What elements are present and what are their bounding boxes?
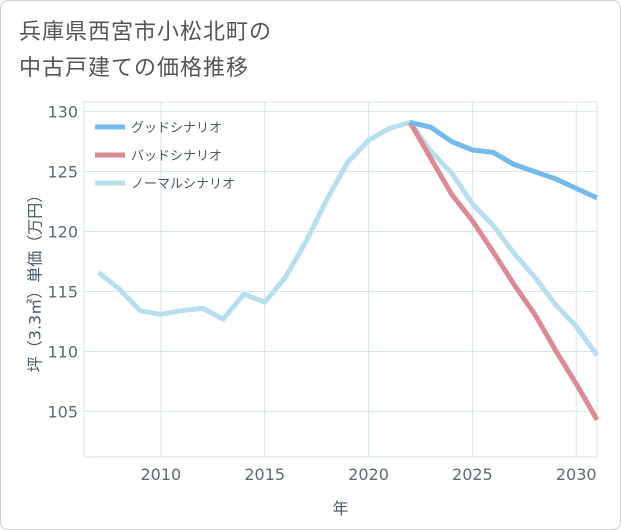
series-line-bad xyxy=(407,121,600,422)
chart-title-line-2: 中古戸建ての価格推移 xyxy=(19,56,250,81)
plot-area-border xyxy=(83,101,598,458)
y-tick-label: 125 xyxy=(47,163,78,182)
legend-item-bad[interactable]: バッドシナリオ xyxy=(95,149,222,164)
x-tick-label: 2020 xyxy=(348,465,389,484)
axis-frame xyxy=(83,101,598,458)
y-tick-label: 120 xyxy=(47,223,78,242)
chart-title-line-1: 兵庫県西宮市小松北町の xyxy=(19,20,273,45)
legend-label-normal: ノーマルシナリオ xyxy=(131,177,235,192)
series-lines xyxy=(96,119,600,422)
x-tick-label: 2015 xyxy=(244,465,285,484)
x-tick-label: 2030 xyxy=(556,465,597,484)
legend-label-bad: バッドシナリオ xyxy=(131,149,222,164)
chart-title: 兵庫県西宮市小松北町の 中古戸建ての価格推移 xyxy=(19,15,272,87)
x-axis-title: 年 xyxy=(332,499,348,518)
legend-label-good: グッドシナリオ xyxy=(131,121,222,136)
x-tick-label: 2010 xyxy=(140,465,181,484)
series-line-good xyxy=(409,119,599,201)
tick-labels: 2010 2015 2020 2025 2030 105 110 115 120 125 130 xyxy=(47,103,596,484)
series-line-normal xyxy=(96,119,600,357)
grid-lines xyxy=(84,102,597,457)
y-tick-label: 110 xyxy=(47,342,78,361)
y-tick-label: 105 xyxy=(47,402,78,421)
y-axis-title: 坪（3.3㎡）単価（万円） xyxy=(26,187,45,372)
legend-item-normal[interactable]: ノーマルシナリオ xyxy=(95,177,235,192)
x-tick-label: 2025 xyxy=(452,465,493,484)
y-tick-label: 115 xyxy=(47,282,78,301)
legend-item-good[interactable]: グッドシナリオ xyxy=(95,121,222,136)
y-tick-label: 130 xyxy=(47,103,78,122)
